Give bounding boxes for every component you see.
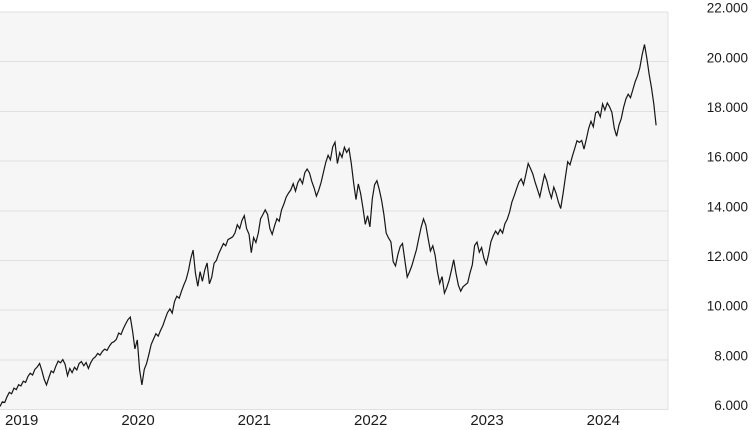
x-axis-label: 2022 bbox=[354, 412, 387, 429]
y-axis-label: 16.000 bbox=[707, 150, 748, 165]
y-axis-label: 8.000 bbox=[714, 348, 748, 363]
x-axis-label: 2023 bbox=[470, 412, 503, 429]
x-axis-label: 2020 bbox=[121, 412, 154, 429]
y-axis-label: 6.000 bbox=[714, 398, 748, 413]
y-axis-label: 20.000 bbox=[707, 50, 748, 65]
x-axis-label: 2019 bbox=[5, 412, 38, 429]
y-axis-label: 14.000 bbox=[707, 199, 748, 214]
y-axis-label: 10.000 bbox=[707, 299, 748, 314]
x-axis-label: 2024 bbox=[587, 412, 620, 429]
x-axis-label: 2021 bbox=[238, 412, 271, 429]
y-axis-label: 12.000 bbox=[707, 249, 748, 264]
y-axis-label: 18.000 bbox=[707, 100, 748, 115]
y-axis-label: 22.000 bbox=[707, 1, 748, 16]
price-line-series bbox=[0, 44, 657, 407]
